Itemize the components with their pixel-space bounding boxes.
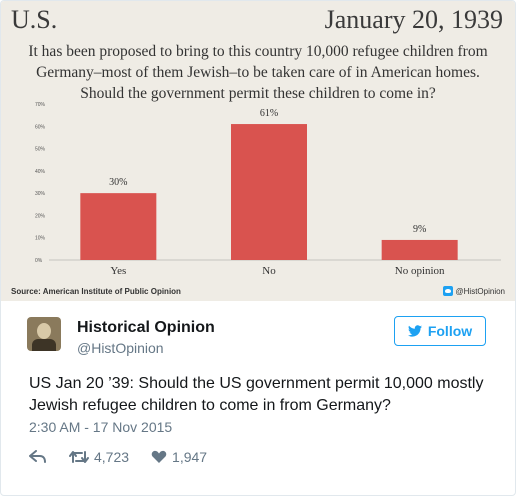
y-tick-label: 0% — [35, 258, 43, 264]
tweet-actions: 4,723 1,947 — [29, 449, 229, 465]
tweet-timestamp[interactable]: 2:30 AM - 17 Nov 2015 — [29, 419, 173, 435]
bar-value-label: 30% — [109, 177, 127, 188]
y-tick-label: 60% — [35, 124, 46, 130]
like-button[interactable]: 1,947 — [151, 449, 207, 465]
y-tick-label: 10% — [35, 236, 46, 242]
poll-handle-text: @HistOpinion — [455, 286, 505, 296]
y-tick-label: 70% — [35, 102, 46, 108]
bar-no — [231, 124, 307, 260]
poll-source: Source: American Institute of Public Opi… — [11, 287, 181, 296]
reply-button[interactable] — [29, 450, 47, 464]
poll-image: U.S. January 20, 1939 It has been propos… — [1, 1, 515, 301]
y-tick-label: 40% — [35, 169, 46, 175]
tweet-text: US Jan 20 ’39: Should the US government … — [29, 375, 484, 414]
bar-value-label: 61% — [260, 108, 278, 119]
poll-question: It has been proposed to bring to this co… — [28, 43, 488, 102]
poll-date: January 20, 1939 — [324, 5, 503, 34]
follow-label: Follow — [427, 323, 473, 339]
poll-region: U.S. — [11, 5, 58, 34]
display-name[interactable]: Historical Opinion — [77, 319, 215, 336]
poll-bar-chart: 0% 10% 20% 30% 40% 50% 60% 70% 30% Yes 61% No 9% No o… — [35, 102, 501, 277]
x-category-label: No — [262, 265, 276, 277]
poll-handle-tag: @HistOpinion — [442, 286, 505, 296]
y-tick-label: 20% — [35, 213, 46, 219]
retweet-button[interactable]: 4,723 — [69, 449, 129, 465]
y-tick-label: 50% — [35, 147, 46, 153]
twitter-bird-icon — [407, 325, 422, 337]
bar-no-opinion — [381, 239, 458, 260]
heart-icon — [151, 450, 167, 463]
y-tick-label: 30% — [35, 191, 46, 197]
retweet-count: 4,723 — [94, 449, 130, 465]
retweet-icon — [69, 451, 89, 463]
user-handle[interactable]: @HistOpinion — [77, 340, 164, 356]
twitter-logo-icon — [442, 286, 453, 296]
bar-yes — [80, 193, 157, 260]
bar-value-label: 9% — [413, 224, 426, 235]
x-category-label: Yes — [110, 265, 126, 277]
x-category-label: No opinion — [395, 265, 445, 277]
like-count: 1,947 — [172, 449, 208, 465]
follow-button[interactable]: Follow — [394, 316, 486, 346]
avatar[interactable] — [27, 317, 61, 351]
reply-icon — [29, 450, 46, 463]
